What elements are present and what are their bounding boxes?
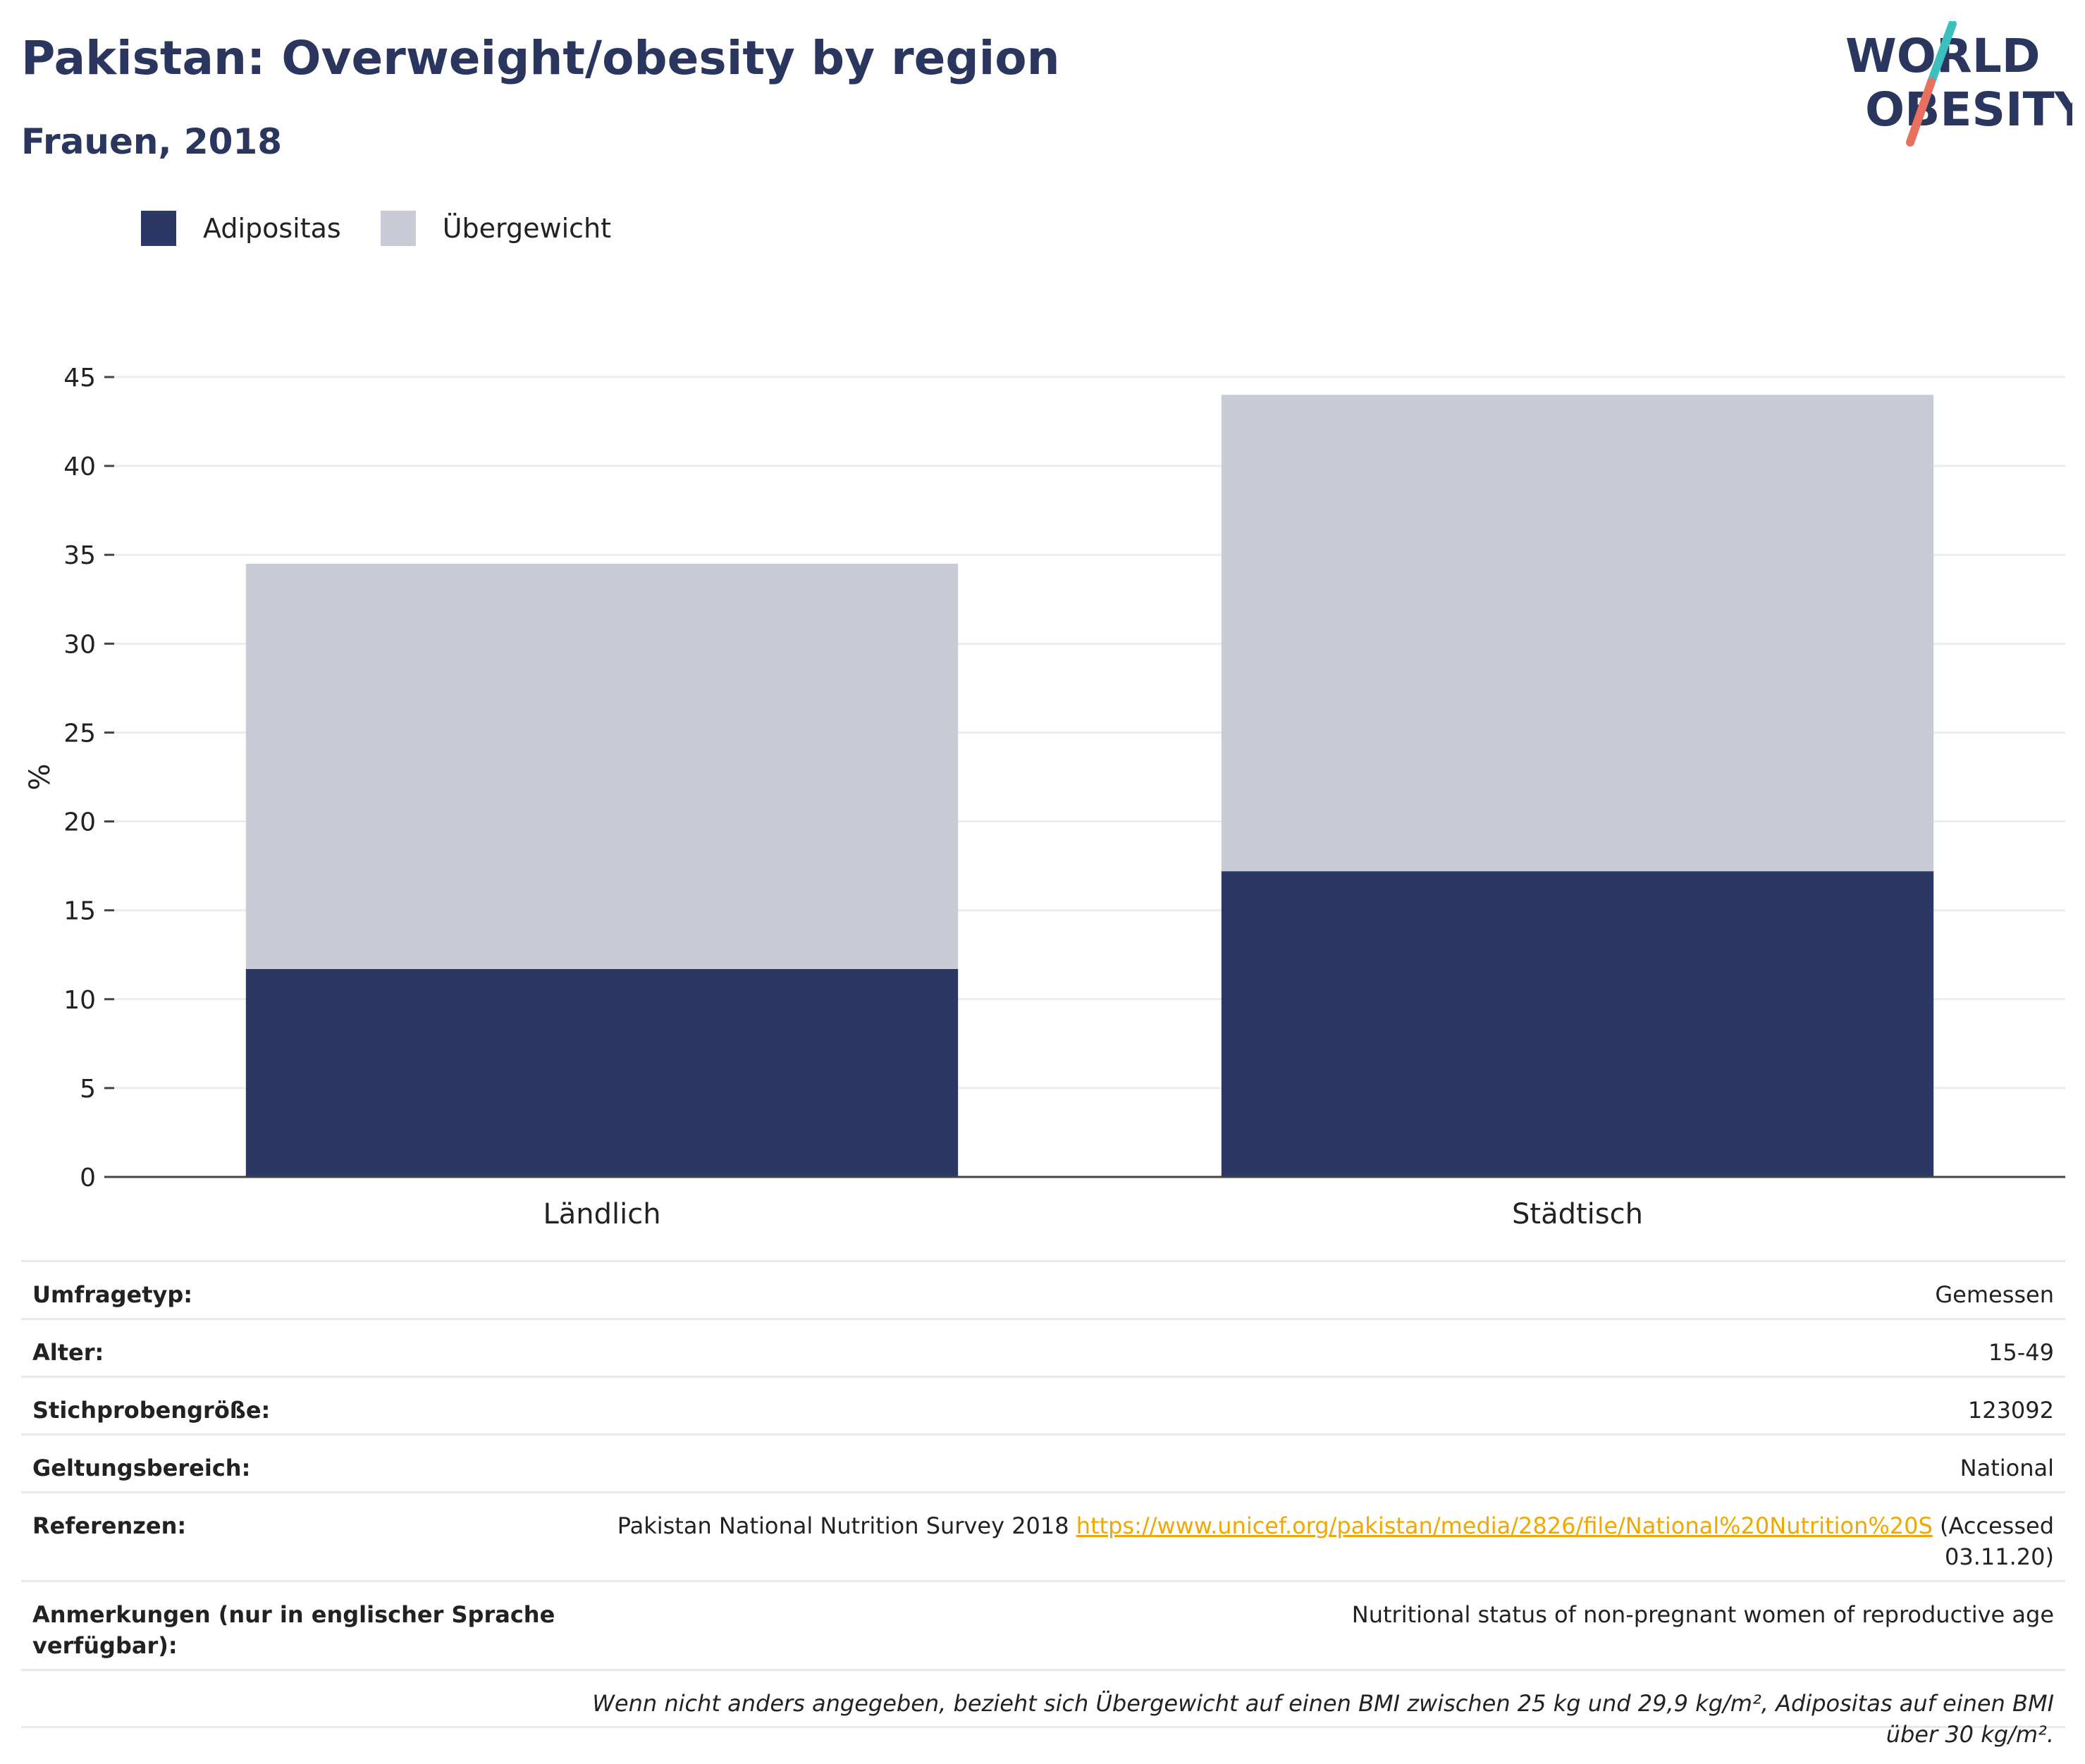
reference-link[interactable]: https://www.unicef.org/pakistan/media/28…: [1076, 1512, 1933, 1539]
meta-value: Gemessen: [1935, 1281, 2054, 1308]
legend-swatch-adipositas[interactable]: [141, 211, 176, 246]
legend-label-adipositas[interactable]: Adipositas: [203, 213, 341, 244]
y-tick-label: 20: [63, 808, 96, 837]
page-title: Pakistan: Overweight/obesity by region: [21, 31, 1060, 85]
meta-value: 15-49: [1988, 1339, 2054, 1366]
bar-adipositas-0: [245, 968, 959, 1177]
meta-row-umfragetyp: Umfragetyp: Gemessen: [21, 1260, 2065, 1318]
meta-row-alter: Alter: 15-49: [21, 1318, 2065, 1376]
meta-key: Geltungsbereich:: [32, 1455, 251, 1481]
meta-value: 123092: [1967, 1397, 2054, 1424]
logo-slash-coral: [1906, 78, 1936, 147]
meta-key: Alter:: [32, 1339, 104, 1366]
logo-slash-teal: [1927, 21, 1957, 86]
y-tick-label: 35: [63, 541, 96, 570]
metadata-table: Umfragetyp: Gemessen Alter: 15-49 Stichp…: [21, 1260, 2065, 1748]
stacked-bar-chart: 0 5 10 15 20 25 30 35 40 45% Ländlich Städtisch: [24, 364, 2065, 1231]
y-tick-label: 40: [63, 452, 96, 481]
y-axis-label: %: [24, 763, 56, 790]
meta-value: Nutritional status of non-pregnant women…: [1351, 1601, 2054, 1628]
y-tick-label: 0: [80, 1164, 96, 1192]
meta-row-geltungsbereich: Geltungsbereich: National: [21, 1433, 2065, 1491]
bar-adipositas-1: [1221, 871, 1934, 1177]
y-tick-label: 25: [63, 719, 96, 748]
meta-key: Stichprobengröße:: [32, 1397, 271, 1424]
y-tick-label: 10: [63, 986, 96, 1015]
y-tick-label: 30: [63, 630, 96, 659]
reference-text: Pakistan National Nutrition Survey 2018: [617, 1512, 1076, 1539]
world-obesity-logo: WORLD OBESITY: [1845, 21, 2072, 147]
footnote-row: Wenn nicht anders angegeben, bezieht sic…: [21, 1669, 2065, 1748]
meta-key: Referenzen:: [32, 1512, 187, 1539]
legend-label-uebergewicht[interactable]: Übergewicht: [442, 213, 611, 244]
meta-key: Umfragetyp:: [32, 1281, 193, 1308]
meta-row-referenzen: Referenzen: Pakistan National Nutrition …: [21, 1491, 2065, 1580]
meta-row-stichprobe: Stichprobengröße: 123092: [21, 1376, 2065, 1433]
chart-legend: Adipositas Übergewicht: [141, 209, 651, 248]
y-tick-label: 5: [80, 1075, 96, 1104]
legend-swatch-uebergewicht[interactable]: [380, 211, 416, 246]
page-subtitle: Frauen, 2018: [21, 121, 283, 162]
meta-key: Anmerkungen (nur in englischer Sprache v…: [32, 1601, 555, 1659]
meta-value: National: [1960, 1455, 2054, 1481]
logo-text-obesity: OBESITY: [1865, 82, 2072, 137]
bar-uebergewicht-0: [245, 563, 959, 969]
bar-uebergewicht-1: [1221, 395, 1934, 872]
meta-row-anmerkungen: Anmerkungen (nur in englischer Sprache v…: [21, 1580, 2065, 1669]
x-tick-label: Städtisch: [1512, 1198, 1643, 1231]
y-tick-label: 15: [63, 897, 96, 926]
y-tick-label: 45: [63, 364, 96, 393]
x-tick-label: Ländlich: [543, 1198, 660, 1231]
meta-value: Pakistan National Nutrition Survey 2018 …: [574, 1510, 2054, 1572]
reference-accessed: (Accessed 03.11.20): [1932, 1512, 2054, 1570]
footnote: Wenn nicht anders angegeben, bezieht sic…: [592, 1690, 2054, 1748]
